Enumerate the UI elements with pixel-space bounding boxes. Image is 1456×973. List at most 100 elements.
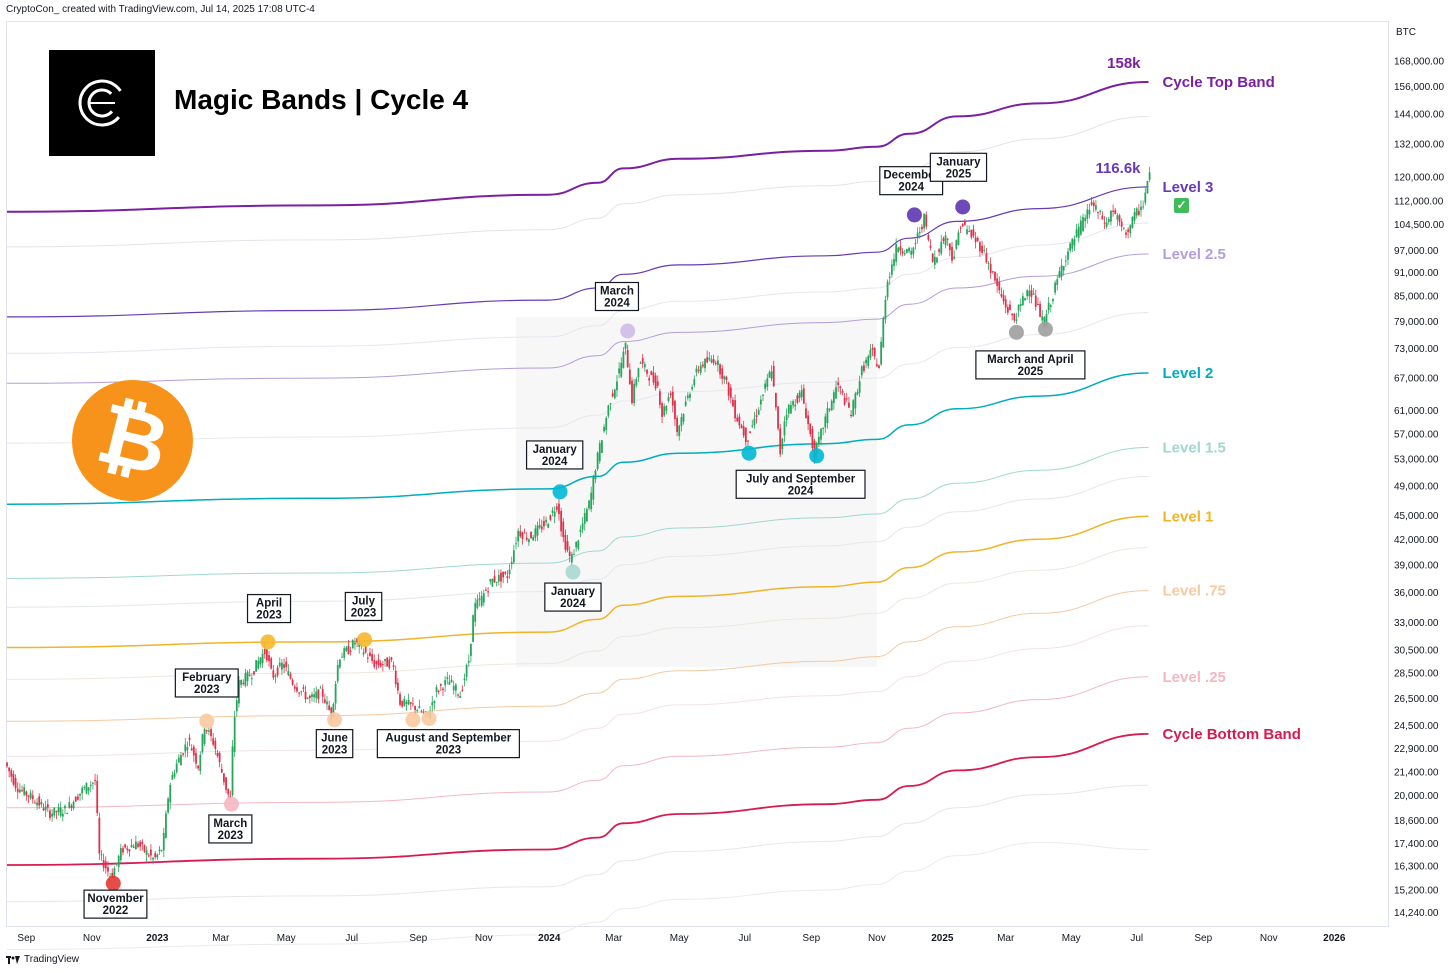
candle-body: [1116, 215, 1119, 220]
candle-body: [736, 417, 739, 422]
candle-body: [682, 414, 685, 422]
candle-body: [560, 511, 563, 532]
candle-body: [491, 578, 494, 587]
candle-body: [244, 673, 247, 686]
candle-body: [674, 400, 676, 420]
candle-body: [512, 550, 515, 563]
y-tick-label: 16,300.00: [1394, 862, 1439, 873]
candle-body: [1137, 210, 1140, 215]
band-label: Level 3: [1163, 179, 1214, 196]
candle-body: [253, 671, 255, 675]
candle-body: [1077, 226, 1080, 238]
candle-body: [373, 660, 376, 667]
band-label: Level 2.5: [1163, 246, 1226, 263]
candle-body: [94, 779, 96, 781]
candle-body: [489, 579, 492, 582]
candle-body: [970, 229, 973, 238]
candle-body: [742, 426, 745, 436]
candle-body: [697, 369, 700, 371]
candle-body: [573, 554, 575, 556]
band-label: Level .25: [1163, 669, 1226, 686]
candle-body: [938, 249, 941, 252]
candle-body: [388, 659, 391, 668]
candle-body: [607, 405, 610, 416]
candle-body: [890, 264, 893, 275]
candle-body: [113, 868, 116, 878]
y-tick-label: 18,600.00: [1394, 816, 1439, 827]
candle-body: [461, 689, 464, 691]
y-tick-label: 24,500.00: [1394, 721, 1439, 732]
candle-body: [446, 677, 449, 680]
candle-body: [959, 227, 962, 229]
candle-body: [220, 768, 223, 773]
y-tick-label: 28,500.00: [1394, 669, 1439, 680]
candle-body: [1026, 290, 1029, 297]
candle-body: [575, 541, 578, 548]
candle-body: [87, 787, 90, 791]
green-checkmark-icon: ✓: [1174, 198, 1189, 213]
candle-body: [375, 661, 378, 665]
candle-body: [130, 845, 133, 848]
candle-body: [910, 250, 913, 255]
candle-body: [783, 421, 786, 436]
candle-body: [1095, 205, 1097, 210]
candle-body: [646, 369, 648, 374]
candle-body: [448, 681, 451, 685]
candle-body: [14, 778, 17, 789]
candle-body: [805, 408, 807, 419]
candle-body: [72, 802, 75, 809]
candle-body: [18, 789, 21, 793]
tradingview-footer: TradingView: [6, 954, 79, 965]
y-axis-unit: BTC: [1396, 27, 1416, 38]
candle-body: [1028, 290, 1031, 297]
band-line: [6, 733, 1149, 866]
candle-body: [83, 787, 86, 789]
candle-body: [495, 581, 498, 583]
candle-body: [929, 245, 932, 248]
candle-body: [867, 356, 870, 366]
candle-body: [553, 511, 556, 517]
candle-body: [637, 368, 640, 378]
candle-body: [442, 688, 444, 691]
event-marker: [809, 448, 825, 464]
annotation-text: July and September: [746, 473, 856, 485]
x-tick-label: Nov: [83, 933, 101, 944]
candle-body: [1037, 304, 1039, 306]
candle-body: [287, 670, 290, 676]
candle-body: [628, 369, 631, 385]
candle-body: [622, 351, 625, 368]
band-line: [6, 253, 1149, 384]
x-tick-label: Jul: [345, 933, 358, 944]
candle-body: [403, 698, 406, 706]
y-tick-label: 45,000.00: [1394, 511, 1439, 522]
candle-body: [850, 414, 852, 416]
y-tick-label: 53,000.00: [1394, 455, 1439, 466]
annotation-text: 2025: [946, 168, 972, 180]
candle-body: [1086, 209, 1089, 219]
candle-body: [233, 716, 236, 752]
band-line: [6, 186, 1149, 318]
candle-body: [180, 754, 182, 766]
candle-body: [29, 792, 32, 799]
candle-body: [903, 253, 906, 255]
annotation-text: January: [551, 586, 596, 598]
candle-body: [944, 235, 947, 246]
candle-body: [272, 670, 275, 678]
event-marker: [421, 710, 437, 726]
candle-body: [1075, 229, 1078, 237]
candle-body: [570, 554, 573, 563]
candle-body: [555, 506, 558, 510]
candle-body: [502, 571, 505, 578]
candle-body: [830, 400, 833, 411]
annotation-box: [525, 440, 584, 470]
x-tick-label: Mar: [997, 933, 1015, 944]
candle-body: [27, 795, 30, 797]
bitcoin-icon: ₿: [72, 380, 193, 501]
annotation-text: July: [352, 595, 376, 607]
candle-body: [394, 670, 397, 685]
candle-body: [457, 694, 459, 696]
candle-body: [89, 784, 92, 786]
